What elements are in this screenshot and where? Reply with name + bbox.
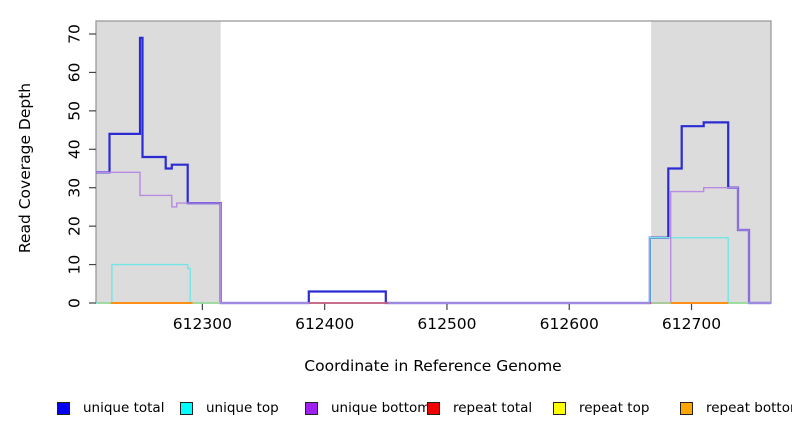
- legend-item-unique-bottom: unique bottom: [305, 398, 430, 418]
- legend-swatch-icon: [180, 401, 193, 415]
- legend: unique total unique top unique bottom repea…: [0, 398, 792, 422]
- legend-item-unique-top: unique top: [180, 398, 279, 418]
- legend-item-unique-total: unique total: [57, 398, 164, 418]
- legend-item-repeat-bottom: repeat bottom: [680, 398, 792, 418]
- repeat-region-shade: [96, 21, 221, 303]
- legend-swatch-icon: [680, 401, 693, 415]
- legend-swatch-icon: [57, 401, 70, 415]
- y-tick-label: 30: [65, 178, 83, 198]
- y-tick-label: 10: [65, 255, 83, 275]
- plot-svg: 0 10 20 30 40 50 60 70 612300 612400 612500 612600 6…: [16, 20, 772, 375]
- legend-item-repeat-top: repeat top: [553, 398, 649, 418]
- x-tick-label: 612500: [417, 315, 476, 333]
- legend-label: unique bottom: [331, 400, 431, 416]
- y-tick-label: 70: [65, 24, 83, 44]
- series-unique-total: [96, 36, 771, 305]
- y-tick-label: 20: [65, 216, 83, 236]
- legend-label: repeat bottom: [706, 400, 792, 416]
- series-unique-bottom: [96, 171, 771, 304]
- x-tick-label: 612300: [173, 315, 232, 333]
- legend-label: unique total: [83, 400, 165, 416]
- legend-label: repeat total: [453, 400, 533, 416]
- y-tick-label: 0: [65, 298, 83, 308]
- legend-swatch-icon: [305, 401, 318, 415]
- legend-swatch-icon: [427, 401, 440, 415]
- x-tick-label: 612700: [662, 315, 721, 333]
- x-tick-label: 612600: [540, 315, 599, 333]
- y-axis-label: Read Coverage Depth: [16, 83, 34, 253]
- x-tick-label: 612400: [295, 315, 354, 333]
- legend-item-repeat-total: repeat total: [427, 398, 532, 418]
- legend-label: repeat top: [579, 400, 650, 416]
- x-axis-label: Coordinate in Reference Genome: [304, 357, 561, 375]
- repeat-region-shade: [651, 21, 771, 303]
- y-tick-label: 40: [65, 139, 83, 159]
- legend-swatch-icon: [553, 401, 566, 415]
- legend-label: unique top: [206, 400, 279, 416]
- y-tick-label: 60: [65, 63, 83, 83]
- series-unique-top: [96, 236, 771, 304]
- y-tick-label: 50: [65, 101, 83, 121]
